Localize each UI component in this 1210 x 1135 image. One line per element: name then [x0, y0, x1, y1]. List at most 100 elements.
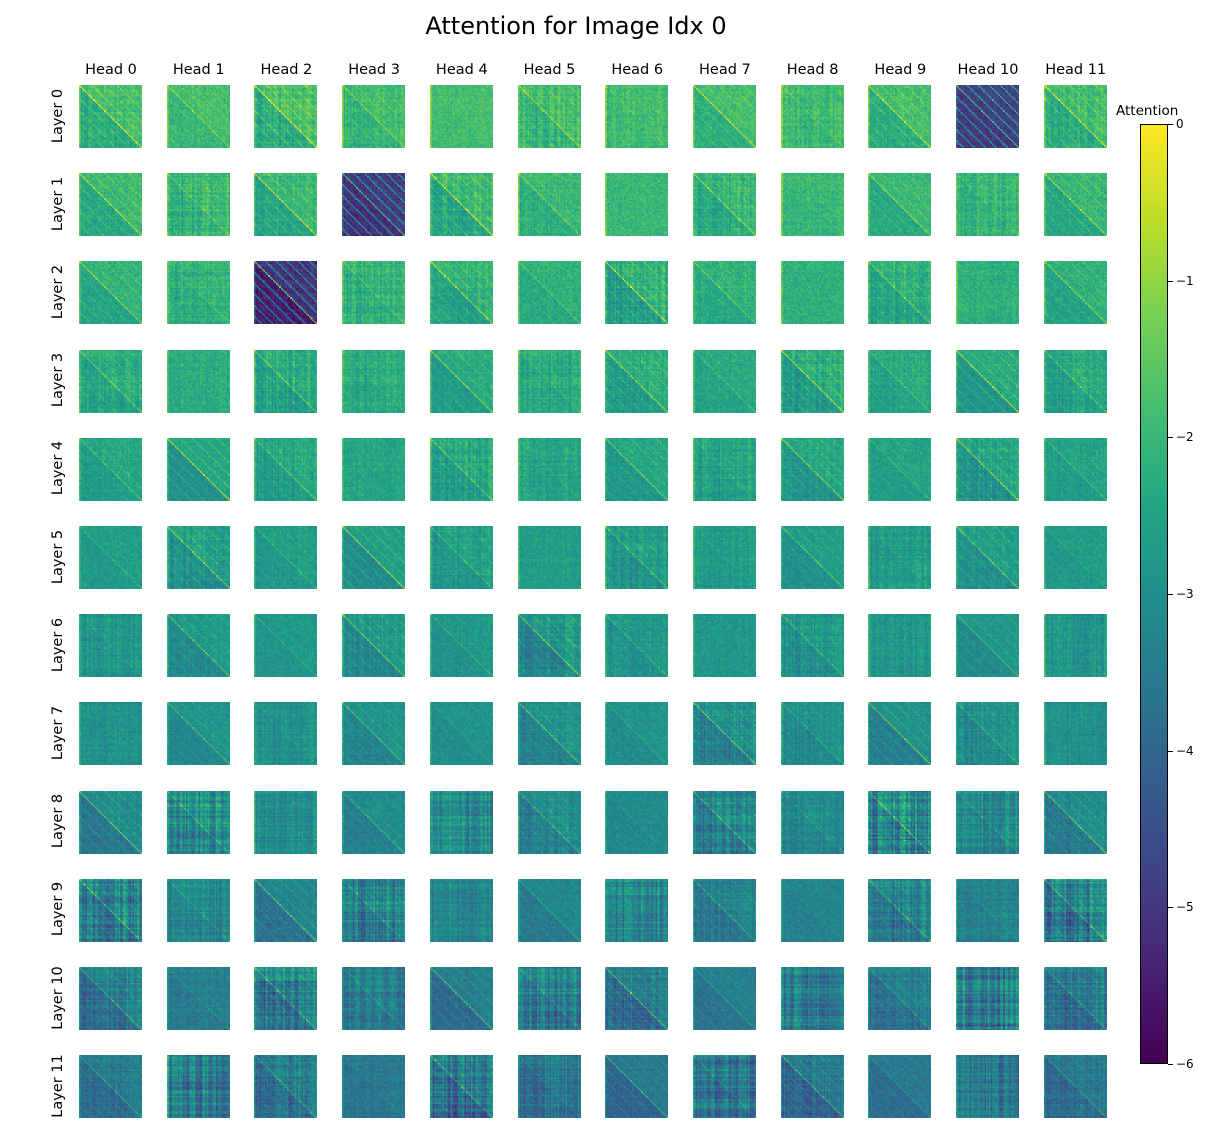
attention-map-cell [517, 261, 581, 325]
attention-heatmap [956, 790, 1019, 854]
attention-map-cell [79, 349, 142, 413]
attention-heatmap [79, 349, 142, 413]
attention-heatmap [79, 261, 142, 325]
attention-heatmap [166, 702, 230, 766]
attention-heatmap [429, 261, 493, 325]
attention-heatmap [342, 790, 406, 854]
attention-map-cell [956, 173, 1019, 237]
attention-heatmap [605, 85, 669, 148]
layer-label: Layer 11 [50, 1053, 66, 1118]
attention-heatmap [254, 878, 318, 942]
attention-map-cell [956, 967, 1019, 1030]
attention-heatmap [692, 526, 756, 589]
attention-heatmap [780, 526, 844, 589]
attention-heatmap [166, 526, 230, 589]
attention-map-cell [429, 967, 493, 1030]
attention-map-cell [868, 790, 932, 854]
attention-map-cell [517, 967, 581, 1030]
attention-heatmap [780, 878, 844, 942]
attention-heatmap [956, 85, 1019, 148]
attention-heatmap [342, 437, 406, 501]
attention-map-cell [254, 526, 318, 589]
attention-heatmap [79, 526, 142, 589]
colorbar-tick-label: −1 [1176, 273, 1194, 288]
attention-heatmap [868, 526, 932, 589]
attention-map-cell [254, 614, 318, 678]
attention-map-cell [605, 349, 669, 413]
attention-heatmap [692, 173, 756, 237]
attention-heatmap [79, 967, 142, 1030]
attention-heatmap [692, 967, 756, 1030]
attention-map-cell [956, 526, 1019, 589]
attention-heatmap [342, 173, 406, 237]
attention-map-cell [780, 702, 844, 766]
attention-map-cell [342, 437, 406, 501]
attention-map-cell [1043, 526, 1107, 589]
attention-map-cell [1043, 261, 1107, 325]
attention-heatmap [956, 614, 1019, 678]
attention-map-cell [956, 614, 1019, 678]
head-label: Head 1 [172, 62, 225, 78]
attention-map-cell [166, 437, 230, 501]
layer-label: Layer 3 [50, 352, 66, 408]
attention-heatmap [780, 437, 844, 501]
attention-map-cell [517, 85, 581, 148]
attention-heatmap [868, 349, 932, 413]
attention-map-cell [342, 349, 406, 413]
colorbar-tick [1168, 750, 1173, 752]
colorbar-tick [1168, 907, 1173, 909]
attention-map-cell [79, 614, 142, 678]
attention-map-cell [692, 85, 756, 148]
attention-map-cell [692, 437, 756, 501]
attention-heatmap [605, 437, 669, 501]
attention-map-cell [166, 173, 230, 237]
layer-label: Layer 10 [50, 965, 66, 1030]
attention-heatmap [254, 526, 318, 589]
attention-heatmap [342, 1055, 406, 1119]
attention-map-cell [605, 790, 669, 854]
head-label: Head 8 [786, 62, 839, 78]
layer-label: Layer 9 [50, 882, 66, 937]
attention-heatmap [166, 1055, 230, 1119]
attention-map-cell [79, 526, 142, 589]
attention-map-cell [342, 261, 406, 325]
attention-map-cell [692, 614, 756, 678]
attention-heatmap [868, 85, 932, 148]
layer-label: Layer 4 [50, 441, 66, 496]
attention-map-cell [517, 702, 581, 766]
attention-map-cell [605, 878, 669, 942]
attention-heatmap [342, 261, 406, 325]
attention-map-cell [79, 878, 142, 942]
attention-map-cell [692, 967, 756, 1030]
attention-map-cell [342, 526, 406, 589]
attention-heatmap [605, 1055, 669, 1119]
attention-map-cell [605, 702, 669, 766]
attention-heatmap [79, 878, 142, 942]
attention-heatmap [166, 614, 230, 678]
attention-heatmap [342, 878, 406, 942]
attention-map-cell [79, 437, 142, 501]
attention-heatmap [429, 526, 493, 589]
attention-map-cell [517, 526, 581, 589]
colorbar-label: Attention [1116, 103, 1179, 119]
attention-heatmap [342, 967, 406, 1030]
attention-map-cell [780, 878, 844, 942]
attention-map-cell [254, 790, 318, 854]
attention-map-cell [780, 526, 844, 589]
attention-heatmap [429, 85, 493, 148]
attention-heatmap [692, 261, 756, 325]
attention-heatmap [605, 261, 669, 325]
attention-heatmap [79, 614, 142, 678]
attention-map-cell [780, 614, 844, 678]
attention-map-cell [1043, 437, 1107, 501]
attention-map-cell [166, 526, 230, 589]
attention-heatmap [956, 526, 1019, 589]
attention-heatmap [868, 967, 932, 1030]
colorbar-tick-label: −4 [1176, 743, 1194, 758]
attention-map-cell [868, 85, 932, 148]
attention-map-cell [1043, 790, 1107, 854]
attention-heatmap [166, 173, 230, 237]
attention-heatmap [342, 349, 406, 413]
attention-heatmap [780, 1055, 844, 1119]
attention-map-cell [342, 85, 406, 148]
